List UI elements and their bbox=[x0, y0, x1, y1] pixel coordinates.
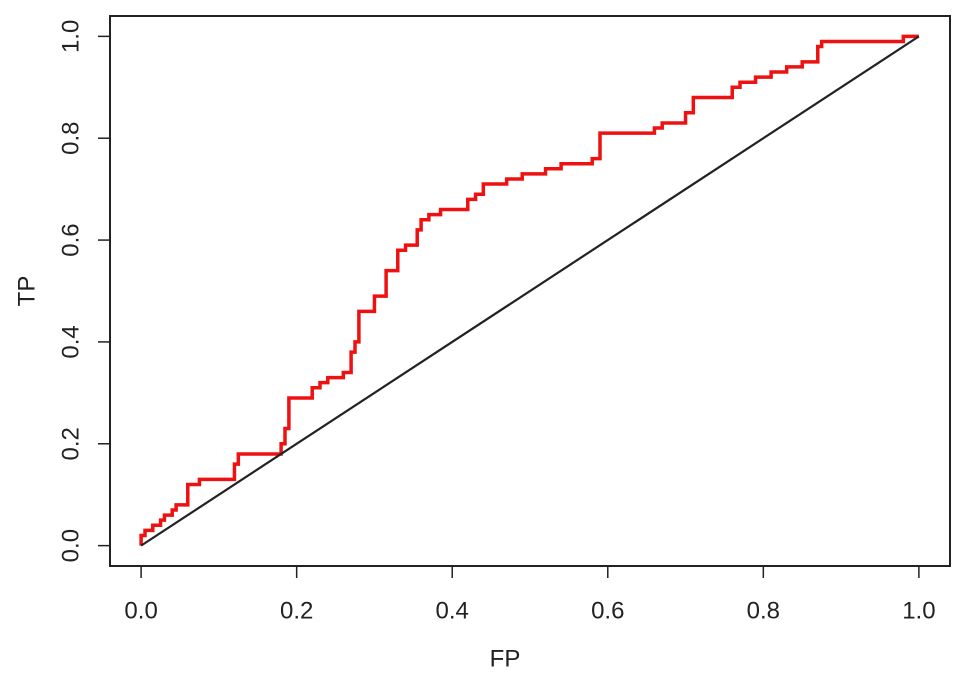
x-axis-label: FP bbox=[490, 645, 521, 672]
x-tick-label: 0.4 bbox=[436, 597, 469, 624]
y-tick-label: 0.0 bbox=[57, 529, 84, 562]
y-tick-label: 0.2 bbox=[57, 427, 84, 460]
line-series bbox=[140, 35, 920, 547]
x-tick-label: 0.2 bbox=[280, 597, 313, 624]
plot-frame bbox=[109, 15, 951, 567]
x-tick-label: 0.8 bbox=[747, 597, 780, 624]
plot-area bbox=[139, 34, 920, 547]
x-tick-label: 0.6 bbox=[591, 597, 624, 624]
y-tick-label: 1.0 bbox=[57, 20, 84, 53]
x-tick-label: 1.0 bbox=[902, 597, 935, 624]
line-series bbox=[139, 34, 919, 546]
y-axis-label: TP bbox=[13, 276, 40, 307]
y-tick-label: 0.6 bbox=[57, 223, 84, 256]
y-tick-label: 0.4 bbox=[57, 325, 84, 358]
x-tick-label: 0.0 bbox=[124, 597, 157, 624]
y-tick-label: 0.8 bbox=[57, 122, 84, 155]
